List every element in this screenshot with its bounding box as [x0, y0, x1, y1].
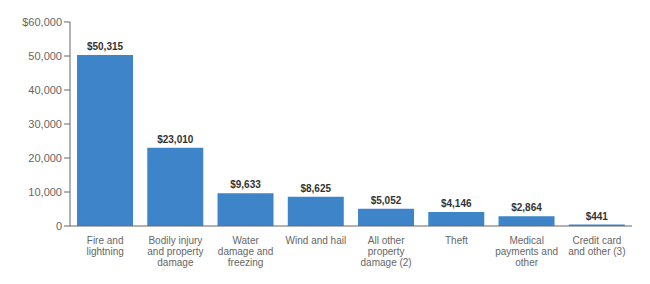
svg-text:Wind and hail: Wind and hail: [286, 235, 347, 246]
svg-text:$60,000: $60,000: [22, 16, 62, 28]
svg-text:$2,864: $2,864: [511, 202, 542, 213]
svg-text:Bodily injuryand propertydamag: Bodily injuryand propertydamage: [147, 235, 203, 268]
svg-text:$4,146: $4,146: [441, 198, 472, 209]
svg-text:$441: $441: [586, 211, 609, 222]
svg-text:Medicalpayments andother: Medicalpayments andother: [495, 235, 558, 268]
svg-text:All otherpropertydamage (2): All otherpropertydamage (2): [361, 235, 412, 268]
svg-text:$50,315: $50,315: [87, 41, 124, 52]
svg-text:30,000: 30,000: [28, 118, 62, 130]
svg-text:10,000: 10,000: [28, 186, 62, 198]
svg-text:50,000: 50,000: [28, 50, 62, 62]
svg-text:$8,625: $8,625: [300, 183, 331, 194]
svg-text:Credit cardand other (3): Credit cardand other (3): [568, 235, 625, 257]
svg-text:Fire andlightning: Fire andlightning: [86, 235, 123, 257]
svg-text:0: 0: [56, 220, 62, 232]
svg-text:$23,010: $23,010: [157, 134, 194, 145]
svg-text:40,000: 40,000: [28, 84, 62, 96]
svg-text:$5,052: $5,052: [371, 195, 402, 206]
svg-text:Theft: Theft: [445, 235, 468, 246]
svg-text:Waterdamage andfreezing: Waterdamage andfreezing: [218, 235, 274, 268]
svg-text:20,000: 20,000: [28, 152, 62, 164]
svg-text:$9,633: $9,633: [230, 179, 261, 190]
